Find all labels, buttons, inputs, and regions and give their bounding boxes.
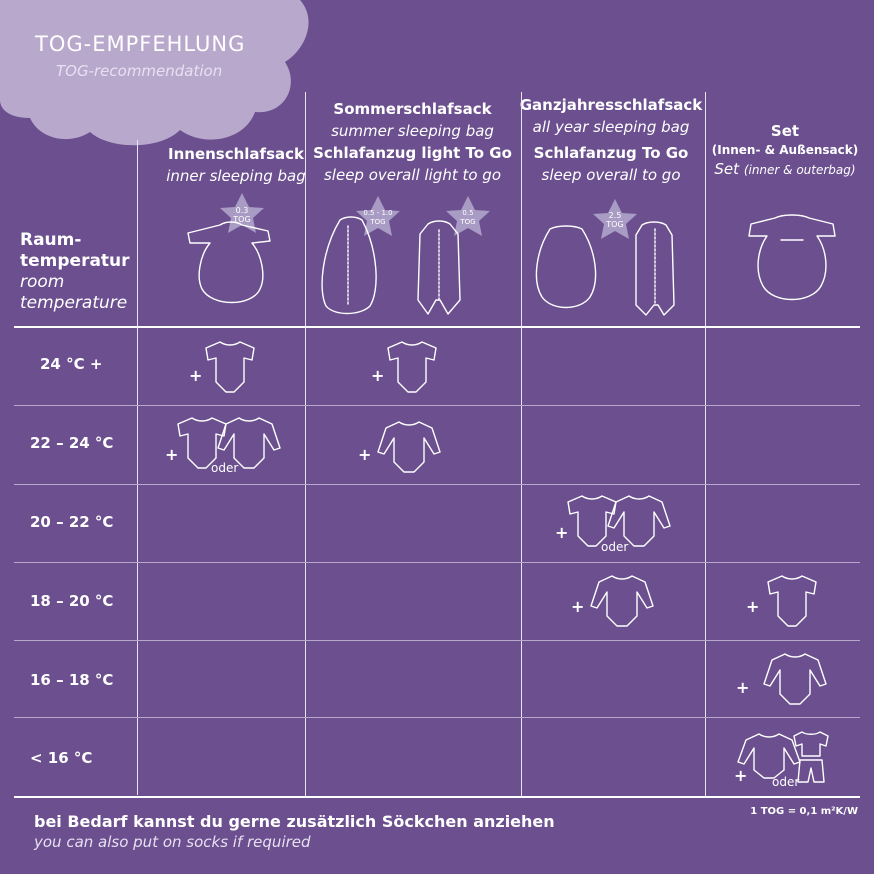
plus-sign: + <box>165 445 179 464</box>
tog-unit-note: 1 TOG = 0,1 m²K/W <box>750 806 858 817</box>
page-subtitle: TOG-recommendation <box>56 62 223 80</box>
or-label: oder <box>211 461 239 475</box>
column-header-all-year: Ganzjahresschlafsack all year sleeping b… <box>519 96 703 184</box>
long-sleeve-bodysuit-icon <box>217 417 281 469</box>
svg-text:TOG: TOG <box>459 218 475 226</box>
svg-text:TOG: TOG <box>605 220 623 229</box>
short-sleeve-bodysuit-icon <box>177 417 227 469</box>
or-label: oder <box>601 540 629 554</box>
footer-note-de: bei Bedarf kannst du gerne zusätzlich Sö… <box>34 812 555 831</box>
column-header-inner-bag: Innenschlafsack inner sleeping bag <box>166 145 306 185</box>
plus-sign: + <box>736 678 750 697</box>
row-label-under-16: < 16 °C <box>30 749 93 767</box>
all-year-sleeping-bag-icon: 2.5 TOG <box>535 199 675 316</box>
inner-sleeping-bag-icon: 0.3 TOG <box>187 193 271 304</box>
short-sleeve-bodysuit-icon <box>205 341 255 393</box>
svg-text:0.5: 0.5 <box>462 209 473 217</box>
row-divider <box>14 640 860 641</box>
header-divider <box>14 326 860 328</box>
long-sleeve-bodysuit-icon <box>377 421 441 473</box>
plus-sign: + <box>371 366 385 385</box>
or-label: oder <box>772 775 800 789</box>
row-divider <box>14 484 860 485</box>
svg-text:2.5: 2.5 <box>609 211 622 220</box>
grid-line <box>705 92 706 797</box>
long-sleeve-bodysuit-icon <box>590 575 654 627</box>
cloud-shape <box>0 0 309 146</box>
short-sleeve-bodysuit-icon <box>387 341 437 393</box>
row-divider <box>14 562 860 563</box>
plus-sign: + <box>746 597 760 616</box>
footer-divider <box>14 796 860 798</box>
plus-sign: + <box>571 597 585 616</box>
long-sleeve-bodysuit-icon <box>607 495 671 547</box>
row-label-24-plus: 24 °C + <box>40 355 103 373</box>
plus-sign: + <box>734 766 748 785</box>
row-label-16-18: 16 – 18 °C <box>30 671 114 689</box>
column-header-set: Set (Innen- & Außensack) Set (inner & ou… <box>711 122 859 178</box>
grid-line <box>305 92 306 797</box>
plus-sign: + <box>358 445 372 464</box>
long-sleeve-bodysuit-icon <box>763 653 827 705</box>
row-label-18-20: 18 – 20 °C <box>30 592 114 610</box>
row-divider <box>14 717 860 718</box>
svg-text:0.3: 0.3 <box>236 206 249 215</box>
grid-line <box>521 92 522 797</box>
short-sleeve-bodysuit-icon <box>567 495 617 547</box>
short-sleeve-bodysuit-icon <box>767 575 817 627</box>
plus-sign: + <box>189 366 203 385</box>
svg-text:TOG: TOG <box>369 218 385 226</box>
row-label-22-24: 22 – 24 °C <box>30 434 114 452</box>
row-label-20-22: 20 – 22 °C <box>30 513 114 531</box>
row-divider <box>14 405 860 406</box>
long-sleeve-bodysuit-icon <box>737 733 801 779</box>
plus-sign: + <box>555 523 569 542</box>
pajama-set-icon <box>793 731 829 783</box>
column-header-summer: Sommerschlafsack summer sleeping bag Sch… <box>313 100 512 184</box>
room-temperature-label: Raum- temperatur room temperature <box>20 230 130 313</box>
grid-line <box>137 140 138 795</box>
svg-text:TOG: TOG <box>232 215 250 224</box>
svg-text:0.5 - 1.0: 0.5 - 1.0 <box>363 209 392 217</box>
summer-sleeping-bag-icon: 0.5 - 1.0 TOG 0.5 TOG <box>321 196 490 315</box>
set-sleeping-bag-icon <box>748 214 836 301</box>
footer-note-en: you can also put on socks if required <box>34 833 311 851</box>
page-title: TOG-EMPFEHLUNG <box>35 32 246 56</box>
